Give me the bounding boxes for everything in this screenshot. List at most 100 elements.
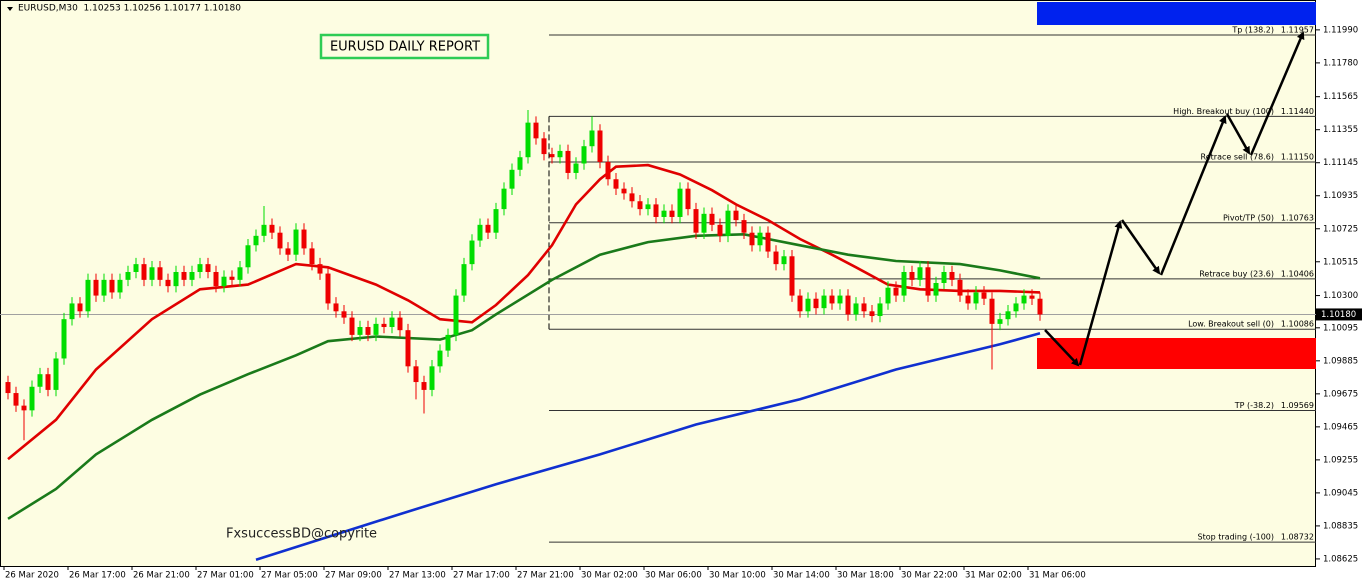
candle-body <box>205 264 211 272</box>
y-tick-label: 1.11355 <box>1323 125 1358 135</box>
x-tick-label: 27 Mar 21:00 <box>517 571 574 581</box>
x-tick-label: 27 Mar 17:00 <box>453 571 510 581</box>
moving-average <box>7 232 1041 520</box>
candle-body <box>117 279 123 293</box>
x-tick-label: 27 Mar 05:00 <box>261 571 318 581</box>
candle-body <box>629 193 635 202</box>
candle-body <box>1021 295 1027 304</box>
candle-body <box>5 382 11 394</box>
candle-body <box>197 264 203 272</box>
y-tick-label: 1.08625 <box>1323 554 1358 564</box>
candle-body <box>333 303 339 312</box>
current-price-label: 1.10180 <box>1321 310 1356 320</box>
projection-arrow <box>1249 31 1305 156</box>
candle-body <box>269 224 275 233</box>
candle-body <box>293 229 299 255</box>
candle-body <box>893 287 899 296</box>
candle-body <box>885 287 891 304</box>
plot-layer: 1.11957 Tp (138.2) 1.11440 High. Breakout b… <box>0 26 1316 561</box>
candle-body <box>325 273 331 304</box>
candle-body <box>989 298 995 324</box>
x-tick-label: 30 Mar 10:00 <box>709 571 766 581</box>
x-tick-label: 31 Mar 06:00 <box>1029 571 1086 581</box>
candle-body <box>53 358 59 390</box>
y-tick-label: 1.11145 <box>1323 158 1358 168</box>
level-price: 1.10086 <box>1281 320 1314 329</box>
y-tick-label: 1.10935 <box>1323 191 1358 201</box>
candle-body <box>21 405 27 411</box>
candle-body <box>381 323 387 328</box>
candle-body <box>589 130 595 147</box>
candle-body <box>669 210 675 217</box>
candle-body <box>405 330 411 367</box>
y-tick-label: 1.11990 <box>1323 25 1358 35</box>
level-price: 1.11150 <box>1281 152 1314 161</box>
candle-body <box>717 224 723 236</box>
candle-body <box>61 319 67 359</box>
candle-body <box>645 204 651 210</box>
candle-body <box>621 188 627 194</box>
candle-body <box>101 279 107 296</box>
candle-body <box>573 163 579 173</box>
y-tick-label: 1.09675 <box>1323 389 1358 399</box>
title-box <box>319 33 490 60</box>
candle-body <box>389 317 395 328</box>
y-tick-label: 1.09045 <box>1323 488 1358 498</box>
candle-body <box>45 374 51 390</box>
candle-body <box>149 267 155 280</box>
moving-average <box>7 163 1041 461</box>
candle-body <box>133 264 139 272</box>
level-name: TP (-38.2) <box>1234 401 1274 410</box>
plot-area <box>0 0 1316 567</box>
y-tick-label: 1.10725 <box>1323 224 1358 234</box>
candle-body <box>557 150 563 158</box>
x-tick-label: 27 Mar 09:00 <box>325 571 382 581</box>
candle-body <box>309 248 315 265</box>
y-tick-label: 1.11565 <box>1323 92 1358 102</box>
candle-body <box>789 256 795 296</box>
candle-body <box>853 303 859 315</box>
candle-body <box>365 327 371 335</box>
candle-body <box>933 283 939 296</box>
level-name: Tp (138.2) <box>1231 26 1274 35</box>
candle-body <box>461 264 467 296</box>
level-name: Retrace buy (23.6) <box>1199 269 1274 278</box>
candle-body <box>229 276 235 280</box>
candle-body <box>173 271 179 287</box>
candle-body <box>821 295 827 309</box>
candle-body <box>613 179 619 189</box>
y-tick-label: 1.10515 <box>1323 257 1358 267</box>
candle-body <box>877 303 883 317</box>
candle-body <box>501 188 507 210</box>
candle-body <box>781 256 787 265</box>
watermark: FxsuccessBD@copyrite <box>226 527 377 542</box>
candle-body <box>845 295 851 315</box>
candle-body <box>581 146 587 164</box>
candle-body <box>925 267 931 296</box>
candle-body <box>93 279 99 296</box>
y-tick-label: 1.11780 <box>1323 58 1358 68</box>
candle-body <box>909 271 915 280</box>
candle-body <box>493 209 499 233</box>
y-tick-label: 1.09885 <box>1323 356 1358 366</box>
projection-arrow <box>1159 115 1227 276</box>
candle-body <box>413 366 419 383</box>
y-tick-label: 1.10300 <box>1323 291 1358 301</box>
y-tick-label: 1.08835 <box>1323 521 1358 531</box>
candle-body <box>37 374 43 387</box>
x-tick-label: 30 Mar 02:00 <box>581 571 638 581</box>
candle-body <box>749 232 755 246</box>
candle-body <box>725 210 731 236</box>
level-price: 1.10763 <box>1281 213 1314 222</box>
candle-body <box>109 279 115 293</box>
candle-body <box>349 317 355 335</box>
candle-body <box>765 232 771 252</box>
candle-body <box>77 303 83 312</box>
candle-body <box>1013 303 1019 312</box>
candle-body <box>165 279 171 287</box>
level-name: Low. Breakout sell (0) <box>1188 320 1274 329</box>
candle-body <box>453 295 459 335</box>
x-tick-label: 30 Mar 18:00 <box>837 571 894 581</box>
candle-body <box>509 169 515 189</box>
